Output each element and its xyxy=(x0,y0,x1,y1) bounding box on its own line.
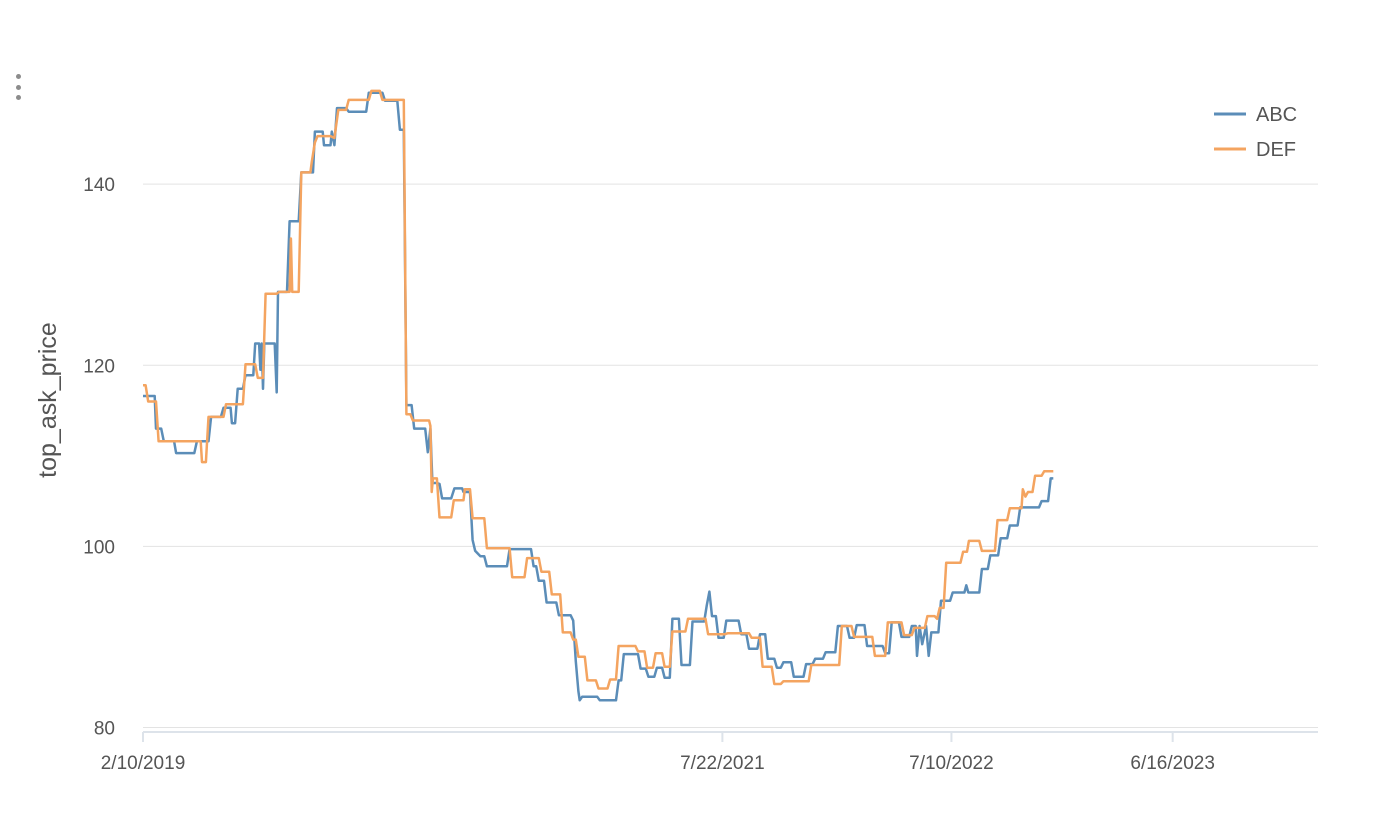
y-tick-label: 80 xyxy=(94,718,115,739)
y-tick-label: 140 xyxy=(83,175,115,196)
legend-label-abc[interactable]: ABC xyxy=(1256,104,1297,126)
x-tick-label: 7/22/2021 xyxy=(680,753,765,774)
y-tick-label: 120 xyxy=(83,356,115,377)
x-tick-label: 7/10/2022 xyxy=(909,753,994,774)
x-tick-label: 6/16/2023 xyxy=(1130,753,1215,774)
legend-label-def[interactable]: DEF xyxy=(1256,139,1296,161)
x-tick-label: 2/10/2019 xyxy=(101,753,186,774)
y-axis-title: top_ask_price xyxy=(34,322,62,478)
axes: 80 100 120 140 2/10/2019 7/22/2021 7/10/2022 6/… xyxy=(83,175,1318,774)
more-options-icon[interactable] xyxy=(12,74,24,100)
grid xyxy=(143,183,1318,728)
y-tick-label: 100 xyxy=(83,537,115,558)
legend: ABC DEF xyxy=(1214,104,1297,161)
series-line-abc[interactable] xyxy=(143,91,1054,702)
series-lines xyxy=(143,89,1054,702)
series-line-def[interactable] xyxy=(143,89,1054,690)
